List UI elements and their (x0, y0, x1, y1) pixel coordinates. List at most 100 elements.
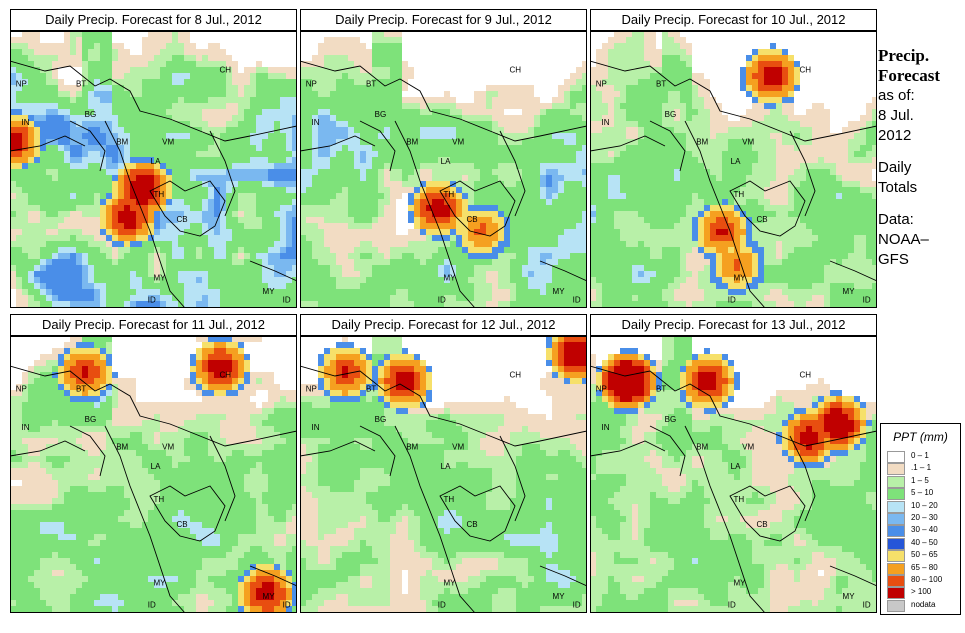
legend-swatch (887, 599, 905, 612)
country-border (539, 260, 587, 282)
legend-label: 0 – 1 (911, 451, 929, 460)
panel-title: Daily Precip. Forecast for 12 Jul., 2012 (300, 314, 587, 336)
country-label: LA (731, 157, 741, 166)
legend-item: 10 – 20 (887, 500, 957, 513)
country-label: LA (151, 157, 161, 166)
country-border (104, 120, 186, 308)
map-frame (10, 336, 297, 613)
country-label: VM (742, 138, 754, 147)
as-of-year: 2012 (878, 127, 912, 144)
country-label: VM (742, 443, 754, 452)
precip-grid: CH NP BT IN BG BM VM LA TH CB MY ID MY ID (10, 336, 297, 613)
country-border (10, 365, 297, 447)
panel-title: Daily Precip. Forecast for 10 Jul., 2012 (590, 9, 877, 31)
country-border (10, 135, 86, 152)
country-border (590, 365, 877, 447)
country-border (394, 120, 476, 308)
forecast-info: Precip. Forecast as of: 8 Jul. 2012 Dail… (878, 46, 962, 270)
country-border (69, 425, 106, 477)
country-label: CB (176, 215, 187, 224)
precip-map: CH NP BT IN BG BM VM LA TH CB MY ID MY ID (10, 31, 297, 308)
legend-label: 5 – 10 (911, 488, 934, 498)
map-frame (10, 31, 297, 308)
country-border (499, 435, 526, 522)
country-label: TH (444, 190, 455, 199)
country-label: MY (263, 592, 276, 601)
country-border (209, 130, 236, 217)
country-border (249, 565, 297, 587)
country-label: LA (151, 462, 161, 471)
daily-label: Daily (878, 159, 912, 176)
country-label: MY (553, 592, 566, 601)
forecast-panel-1: Daily Precip. Forecast for 8 Jul., 2012 … (10, 9, 297, 308)
legend-item: 20 – 30 (887, 512, 957, 525)
legend-swatch (887, 475, 905, 488)
legend-item: 1 – 5 (887, 475, 957, 488)
precip-map: CH NP BT IN BG BM VM LA TH CB MY ID MY ID (590, 31, 877, 308)
country-label: TH (734, 495, 745, 504)
country-label: MY (734, 578, 747, 587)
country-label: ID (148, 600, 156, 609)
panel-title: Daily Precip. Forecast for 13 Jul., 2012 (590, 314, 877, 336)
country-label: BM (116, 138, 128, 147)
forecast-panel-3: Daily Precip. Forecast for 10 Jul., 2012… (590, 9, 877, 308)
country-label: BT (656, 79, 666, 88)
country-label: BG (85, 110, 97, 119)
panel-title: Daily Precip. Forecast for 11 Jul., 2012 (10, 314, 297, 336)
country-border (209, 435, 236, 522)
legend-item: 30 – 40 (887, 524, 957, 538)
country-border (729, 485, 806, 542)
panel-title: Daily Precip. Forecast for 9 Jul., 2012 (300, 9, 587, 31)
panel-title: Daily Precip. Forecast for 8 Jul., 2012 (10, 9, 297, 31)
country-label: CH (510, 66, 522, 75)
country-border (684, 120, 766, 308)
country-border (300, 135, 376, 152)
precip-legend: PPT (mm) 0 – 1 .1 – 1 1 – 5 5 – 10 10 – 20 20… (880, 423, 961, 615)
country-label: CH (220, 371, 232, 380)
as-of-date: 8 Jul. (878, 107, 914, 124)
country-label: NP (16, 384, 27, 393)
country-border (789, 435, 816, 522)
legend-swatch (887, 513, 905, 525)
country-label: CB (756, 520, 767, 529)
country-label: MY (263, 287, 276, 296)
country-label: ID (573, 600, 581, 609)
precip-grid: CH NP BT IN BG BM VM LA TH CB MY ID MY ID (300, 336, 587, 613)
country-border (499, 130, 526, 217)
country-label: TH (444, 495, 455, 504)
forecast-panel-2: Daily Precip. Forecast for 9 Jul., 2012 … (300, 9, 587, 308)
heading-precip: Precip. (878, 46, 930, 65)
country-label: IN (311, 423, 319, 432)
country-border (300, 365, 587, 447)
legend-label: 10 – 20 (911, 500, 938, 510)
legend-title: PPT (mm) (893, 430, 948, 444)
country-label: BG (85, 415, 97, 424)
legend-item: > 100 (887, 586, 957, 600)
country-border (10, 440, 86, 457)
country-border (590, 440, 666, 457)
country-border (829, 260, 877, 282)
country-label: IN (21, 118, 29, 127)
country-label: MY (154, 578, 167, 587)
country-label: MY (843, 592, 856, 601)
country-border (649, 120, 686, 172)
country-label: NP (306, 79, 317, 88)
country-label: ID (573, 295, 581, 304)
country-label: TH (734, 190, 745, 199)
country-label: TH (154, 495, 165, 504)
country-label: BG (665, 415, 677, 424)
country-border (300, 440, 376, 457)
forecast-panel-6: Daily Precip. Forecast for 13 Jul., 2012… (590, 314, 877, 613)
country-label: BT (366, 79, 376, 88)
country-border (439, 180, 516, 237)
country-label: LA (441, 157, 451, 166)
country-label: BG (375, 415, 387, 424)
legend-swatch (887, 500, 905, 513)
legend-item: 40 – 50 (887, 537, 957, 550)
country-label: CH (510, 371, 522, 380)
country-label: ID (283, 295, 291, 304)
country-label: BT (366, 384, 376, 393)
country-label: BT (76, 384, 86, 393)
country-label: NP (596, 384, 607, 393)
country-label: IN (601, 423, 609, 432)
